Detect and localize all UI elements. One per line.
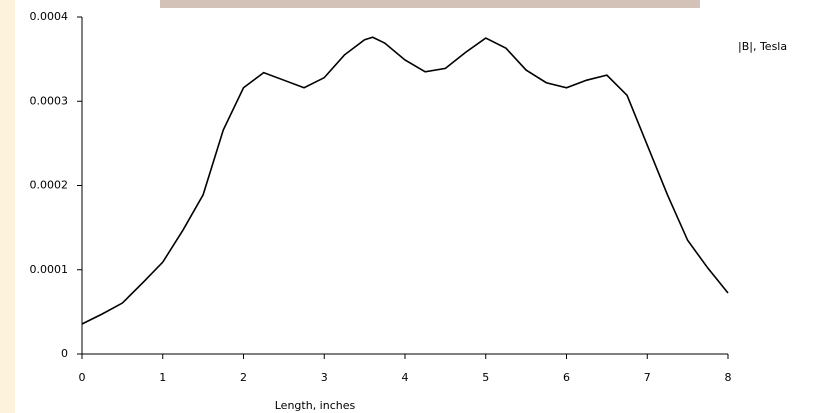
legend-label: |B|, Tesla [738, 40, 787, 53]
side-strip [0, 0, 15, 413]
x-tick-label: 8 [725, 371, 732, 384]
x-tick-label: 1 [159, 371, 166, 384]
x-tick-label: 5 [482, 371, 489, 384]
y-tick-label: 0.0004 [30, 10, 69, 23]
x-tick-label: 7 [644, 371, 651, 384]
y-tick-label: 0.0001 [30, 263, 69, 276]
x-tick-label: 3 [321, 371, 328, 384]
x-tick-label: 0 [79, 371, 86, 384]
x-axis-label: Length, inches [275, 399, 356, 412]
line-series [81, 36, 729, 325]
x-tick-label: 4 [402, 371, 409, 384]
x-tick-label: 2 [240, 371, 247, 384]
top-strip [160, 0, 700, 8]
y-tick-label: 0.0002 [30, 179, 69, 192]
x-tick-label: 6 [563, 371, 570, 384]
y-tick-label: 0 [61, 347, 68, 360]
y-tick-label: 0.0003 [30, 94, 69, 107]
